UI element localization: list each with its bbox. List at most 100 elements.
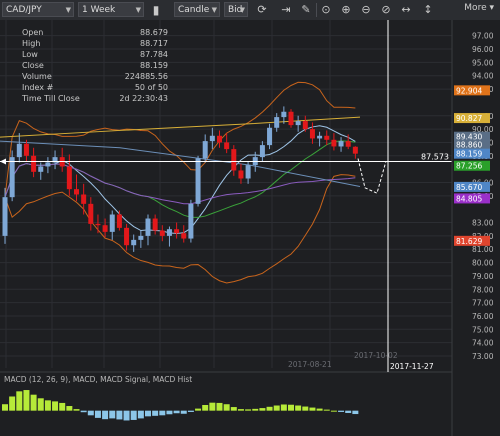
chevron-down-icon: ▼ (211, 6, 217, 14)
price-tag-label: 88.159 (456, 150, 482, 159)
candle-body (259, 145, 265, 158)
arrow-right-icon[interactable]: ⇥ (281, 3, 291, 16)
price-tag-label: 85.670 (456, 183, 482, 192)
candle-body (217, 135, 222, 143)
macd-hist-bar (237, 409, 244, 411)
price-tag (454, 193, 490, 204)
candle-body (74, 189, 79, 195)
macd-hist-bar (345, 410, 352, 413)
info-value: 2d 22:30:43 (119, 94, 168, 103)
macd-hist-bar (23, 390, 30, 411)
candle-body (181, 233, 187, 239)
toolbar: CAD/JPY ▼ 1 Week ▼ ▮ Candle ▼ Bid ▼ ⟳ ⇥ ✎ ⊙ … (0, 0, 500, 21)
symbol-select[interactable]: CAD/JPY ▼ (2, 2, 74, 17)
macd-hist-bar (116, 410, 123, 420)
more-menu-button[interactable]: More ▾ (464, 3, 494, 13)
macd-hist-bar (280, 404, 287, 411)
bollinger-lower-line (4, 174, 356, 284)
price-chart[interactable]: MACD (12, 26, 9), MACD, MACD Signal, MAC… (0, 20, 500, 436)
price-tag (454, 160, 490, 171)
axis-background (452, 20, 500, 436)
zoom-in-icon[interactable]: ⊕ (341, 3, 351, 16)
candle-body (174, 229, 180, 234)
candle-body (138, 235, 144, 240)
macd-hist-bar (130, 410, 137, 420)
price-tag-label: 90.827 (456, 114, 482, 123)
macd-hist-bar (202, 404, 209, 411)
candle-body (202, 141, 208, 159)
macd-hist-bar (288, 404, 294, 411)
candle-body (302, 121, 308, 130)
refresh-icon[interactable]: ⟳ (257, 3, 267, 16)
info-row-open: Open 88.679 (22, 28, 168, 39)
info-row-index-: Index # 50 of 50 (22, 83, 168, 94)
info-label: Index # (22, 83, 54, 92)
more-label: More (464, 3, 487, 13)
ohlc-info-panel: Open 88.679 High 88.717 Low 87.784 Close 88.159… (22, 28, 168, 105)
macd-hist-bar (245, 409, 252, 411)
macd-title: MACD (12, 26, 9), MACD, MACD Signal, MAC… (4, 375, 192, 384)
overlay: 87.573 2017-11-27 2017-08-21 2017-10-02 (0, 20, 452, 372)
zoom-reset-icon[interactable]: ⊘ (381, 3, 391, 16)
date-label: 2017-10-02 (354, 351, 398, 360)
expand-horizontal-icon[interactable]: ↔ (401, 3, 411, 16)
candle-body (331, 139, 337, 147)
macd-hist-bar (73, 409, 80, 411)
candle-body (295, 121, 301, 126)
macd-hist-bar (173, 410, 180, 414)
macd-hist-bar (102, 410, 109, 420)
info-row-low: Low 87.784 (22, 50, 168, 61)
candle-body (23, 143, 29, 156)
macd-hist-bar (273, 405, 280, 411)
macd-hist-bar (9, 396, 16, 411)
macd-hist-bar (37, 398, 44, 411)
candle-body (2, 197, 8, 236)
crosshair-date-label: 2017-11-27 (390, 362, 434, 371)
period-select[interactable]: 1 Week ▼ (78, 2, 144, 17)
candles (2, 106, 358, 252)
price-tag-label: 88.860 (456, 140, 482, 149)
zoom-fit-icon[interactable]: ⊙ (321, 3, 331, 16)
macd-hist-bar (87, 410, 94, 416)
macd-hist-bar (187, 410, 194, 412)
candle-body (267, 127, 273, 146)
price-axis-label: 79.00 (472, 272, 494, 281)
candle-body (102, 225, 108, 232)
info-value: 224885.56 (124, 72, 168, 81)
candle-body (109, 214, 115, 232)
info-label: Open (22, 28, 44, 37)
candle-body (145, 218, 151, 236)
candle-body (38, 166, 44, 172)
macd-hist-bar (223, 404, 230, 411)
macd-hist-bar (309, 407, 316, 411)
macd-hist-bar (145, 410, 151, 417)
expand-vertical-icon[interactable]: ↕ (423, 3, 433, 16)
candle-style-icon[interactable]: ▮ (152, 3, 160, 17)
macd-hist-bar (94, 410, 101, 418)
macd-hist-bar (109, 410, 116, 419)
info-value: 88.679 (140, 28, 168, 37)
candle-body (166, 229, 172, 236)
price-side-select[interactable]: Bid ▼ (224, 2, 248, 17)
candle-body (95, 223, 101, 226)
crosshair-price-label: 87.573 (421, 152, 449, 161)
macd-hist-bar (2, 404, 8, 411)
candle-body (152, 218, 158, 231)
price-axis-label: 81.00 (472, 245, 494, 254)
drawing-icon[interactable]: ✎ (301, 3, 311, 16)
zoom-out-icon[interactable]: ⊖ (361, 3, 371, 16)
macd-hist-bar (80, 410, 87, 413)
candle-body (31, 155, 37, 172)
macd-hist-bar (230, 407, 237, 411)
price-tag (454, 139, 490, 150)
chevron-down-icon: ▼ (65, 6, 71, 14)
candle-body (238, 170, 244, 179)
macd-hist-bar (195, 408, 202, 411)
info-label: Low (22, 50, 38, 59)
chart-style-select[interactable]: Candle ▼ (174, 2, 220, 17)
candle-body (45, 162, 51, 167)
macd-hist-bar (302, 406, 309, 411)
price-axis-label: 94.00 (472, 72, 494, 81)
info-value: 50 of 50 (134, 83, 168, 92)
